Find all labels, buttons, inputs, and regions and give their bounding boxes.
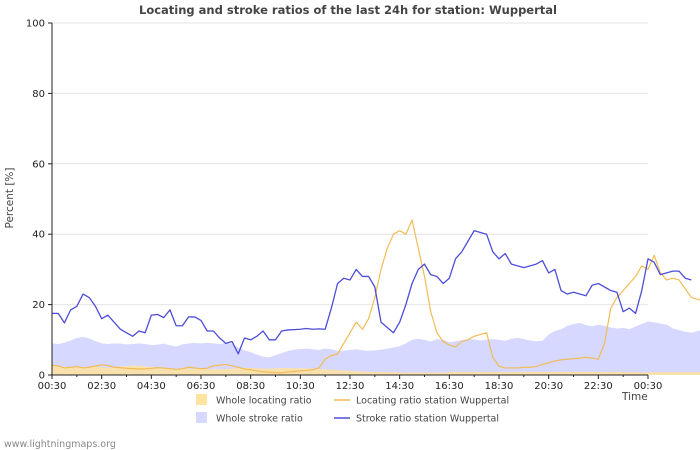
x-tick-label: 16:30 (435, 381, 464, 392)
y-tick-label: 20 (32, 300, 45, 311)
x-tick-label: 20:30 (534, 381, 563, 392)
legend-stroke-line-label: Stroke ratio station Wuppertal (356, 414, 499, 425)
x-tick-label: 18:30 (485, 381, 514, 392)
locating-line-series (51, 219, 700, 374)
x-tick-label: 08:30 (236, 381, 265, 392)
y-tick-label: 100 (26, 19, 45, 30)
y-tick-label: 60 (32, 159, 45, 170)
y-tick-label: 40 (32, 230, 45, 241)
x-tick-label: 12:30 (336, 381, 365, 392)
legend-whole-stroke-label: Whole stroke ratio (216, 414, 303, 425)
footer-credit: www.lightningmaps.org (4, 439, 116, 450)
y-tick-label: 80 (32, 89, 45, 100)
legend-locating-line: Locating ratio station Wuppertal (334, 396, 509, 407)
legend-whole-locating-swatch (196, 394, 207, 405)
legend-locating-line-label: Locating ratio station Wuppertal (356, 396, 509, 407)
area-series (52, 321, 700, 375)
legend-whole-stroke: Whole stroke ratio (196, 412, 303, 425)
grid (52, 22, 648, 306)
x-tick-label: 04:30 (137, 381, 166, 392)
x-tick-label: 00:30 (634, 381, 663, 392)
line-series (51, 219, 700, 374)
whole-stroke-area (52, 321, 700, 375)
y-axis-ticks: 0 20 40 60 80 100 (26, 19, 52, 382)
axes (51, 23, 648, 376)
legend: Whole locating ratio Locating ratio stati… (196, 394, 509, 425)
stroke-line-series (52, 230, 692, 355)
x-tick-label: 00:30 (38, 381, 67, 392)
x-tick-label: 14:30 (385, 381, 414, 392)
y-tick-label: 0 (39, 371, 45, 382)
whole-locating-area (52, 365, 700, 375)
chart-title: Locating and stroke ratios of the last 2… (139, 3, 557, 17)
x-tick-label: 02:30 (87, 381, 116, 392)
legend-whole-locating: Whole locating ratio (196, 394, 312, 407)
legend-stroke-line: Stroke ratio station Wuppertal (334, 414, 499, 425)
legend-whole-locating-label: Whole locating ratio (216, 396, 312, 407)
legend-whole-stroke-swatch (196, 412, 207, 423)
x-axis-label: Time (621, 391, 648, 403)
x-tick-label: 06:30 (187, 381, 216, 392)
x-tick-label: 22:30 (584, 381, 613, 392)
y-axis-label: Percent [%] (4, 167, 16, 228)
x-axis-ticks: 00:30 02:30 04:30 06:30 08:30 10:30 12:30 14:30… (38, 375, 663, 392)
x-tick-label: 10:30 (286, 381, 315, 392)
